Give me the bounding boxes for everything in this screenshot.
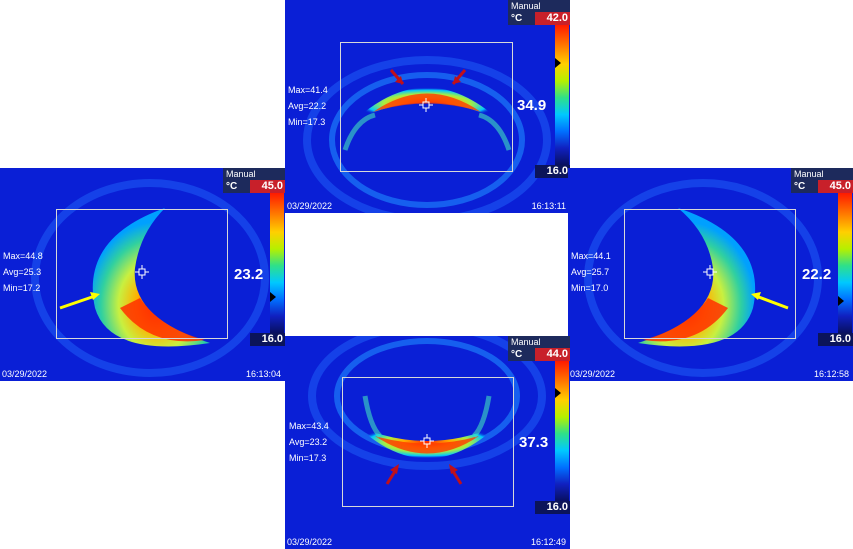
scale-min-value: 16.0 (535, 165, 570, 178)
crosshair-icon (420, 434, 434, 448)
scale-min-value: 16.0 (535, 501, 570, 514)
capture-date: 03/29/2022 (570, 369, 616, 379)
stats-block: Max=44.1 Avg=25.7 Min=17.0 (571, 248, 611, 296)
thermal-image (285, 336, 570, 549)
color-scale-bar (555, 361, 569, 501)
stat-min: Min=17.0 (571, 283, 609, 293)
spot-temperature: 34.9 (517, 97, 547, 114)
scale-pointer-icon (838, 296, 844, 306)
scale-pointer-icon (270, 292, 276, 302)
crosshair-icon (135, 265, 149, 279)
scale-max-value: 42.0 (535, 12, 570, 25)
scale-pointer-icon (555, 388, 561, 398)
stat-max: Max=44.1 (571, 251, 611, 261)
capture-date: 03/29/2022 (287, 537, 333, 547)
stats-block: Max=41.4 Avg=22.2 Min=17.3 (288, 82, 328, 130)
capture-time: 16:12:58 (813, 369, 849, 379)
thermal-panel-right: Max=44.1 Avg=25.7 Min=17.0 22.2 Manual °… (568, 168, 853, 381)
roi-box (624, 209, 796, 339)
scale-max-value: 45.0 (818, 180, 853, 193)
crosshair-icon (419, 98, 433, 112)
unit-label: °C (223, 180, 250, 193)
spot-temperature: 23.2 (234, 266, 264, 283)
mode-label: Manual (508, 0, 570, 12)
roi-box (340, 42, 513, 172)
thermal-panel-left: Max=44.8 Avg=25.3 Min=17.2 23.2 Manual °… (0, 168, 285, 381)
mode-label: Manual (791, 168, 853, 180)
stat-avg: Avg=25.3 (3, 267, 42, 277)
color-scale-bar (555, 25, 569, 165)
thermal-panel-top: Max=41.4 Avg=22.2 Min=17.3 34.9 Manual °… (285, 0, 570, 213)
roi-box (342, 377, 514, 507)
stats-block: Max=43.4 Avg=23.2 Min=17.3 (289, 418, 329, 466)
stat-avg: Avg=23.2 (289, 437, 328, 447)
scale-min-value: 16.0 (250, 333, 285, 346)
unit-label: °C (508, 12, 535, 25)
scale-max-value: 45.0 (250, 180, 285, 193)
stat-max: Max=43.4 (289, 421, 329, 431)
roi-box (56, 209, 228, 339)
stat-avg: Avg=22.2 (288, 101, 327, 111)
unit-label: °C (508, 348, 535, 361)
scale-pointer-icon (555, 58, 561, 68)
stat-max: Max=41.4 (288, 85, 328, 95)
stat-min: Min=17.3 (289, 453, 327, 463)
scale-max-value: 44.0 (535, 348, 570, 361)
scale-min-value: 16.0 (818, 333, 853, 346)
capture-time: 16:13:11 (531, 201, 566, 211)
stat-min: Min=17.3 (288, 117, 326, 127)
mode-label: Manual (508, 336, 570, 348)
thermal-panel-bottom: Max=43.4 Avg=23.2 Min=17.3 37.3 Manual °… (285, 336, 570, 549)
stat-avg: Avg=25.7 (571, 267, 610, 277)
unit-label: °C (791, 180, 818, 193)
capture-date: 03/29/2022 (287, 201, 333, 211)
spot-temperature: 22.2 (802, 266, 832, 283)
capture-time: 16:13:04 (245, 369, 281, 379)
stat-min: Min=17.2 (3, 283, 41, 293)
color-scale-bar (270, 193, 284, 333)
capture-date: 03/29/2022 (2, 369, 48, 379)
spot-temperature: 37.3 (519, 434, 549, 451)
mode-label: Manual (223, 168, 285, 180)
color-scale-bar (838, 193, 852, 333)
thermal-image (285, 0, 570, 213)
stats-block: Max=44.8 Avg=25.3 Min=17.2 (3, 248, 43, 296)
crosshair-icon (703, 265, 717, 279)
capture-time: 16:12:49 (530, 537, 566, 547)
stat-max: Max=44.8 (3, 251, 43, 261)
